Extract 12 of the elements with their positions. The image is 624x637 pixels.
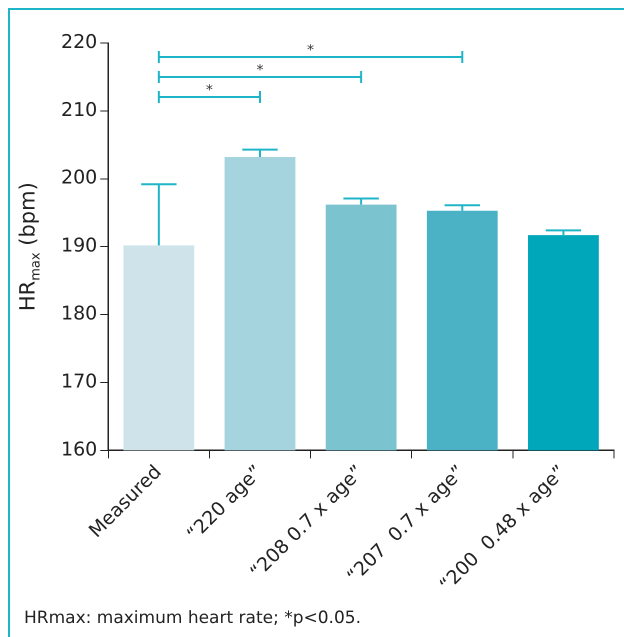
annotation: * (307, 42, 314, 59)
y-tick-label: 200 (61, 166, 98, 189)
y-tick-label: 180 (61, 302, 98, 324)
text: HRmax: maximum heart rate; *p<0.05. (24, 608, 361, 628)
y-tick-label: 190 (61, 234, 98, 257)
y-tick-label: 170 (61, 370, 98, 392)
y-tick-label: 220 (61, 30, 98, 53)
annotation: * (256, 62, 264, 79)
y-axis-title: HRmax (bpm) (15, 182, 44, 312)
annotation: * (206, 82, 213, 99)
y-tick-label: 210 (61, 98, 98, 121)
y-tick-label: 160 (61, 438, 98, 460)
